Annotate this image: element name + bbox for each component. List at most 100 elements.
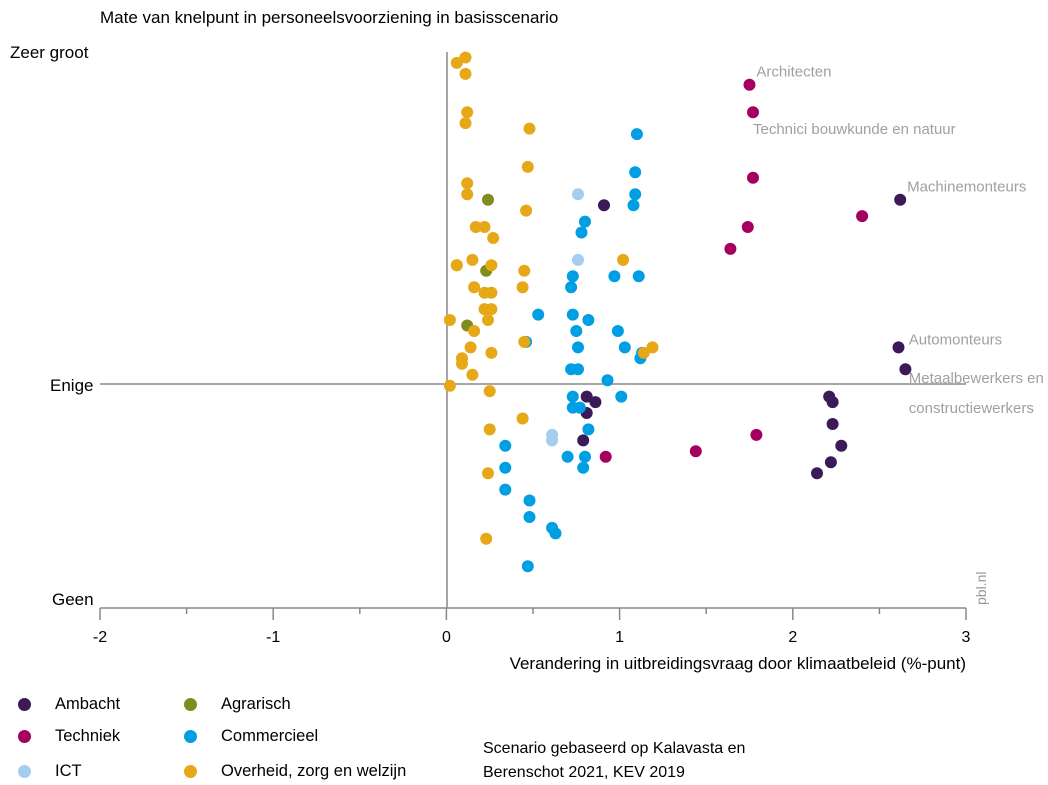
data-point-overheid-zorg-en-welzijn xyxy=(443,379,456,392)
legend-label-techniek: Techniek xyxy=(55,727,121,745)
point-annotation: Technici bouwkunde en natuur xyxy=(753,121,956,138)
data-point-overheid-zorg-en-welzijn xyxy=(461,177,474,190)
data-point-overheid-zorg-en-welzijn xyxy=(443,314,456,326)
legend-item-commercieel: Commercieel xyxy=(184,727,318,746)
data-point-techniek xyxy=(747,171,759,184)
data-point-commercieel xyxy=(561,450,574,463)
data-point-ambacht xyxy=(577,434,590,447)
data-point-overheid-zorg-en-welzijn xyxy=(637,346,650,359)
legend: Ambacht Techniek ICT Agrarisch Commercie… xyxy=(18,690,478,782)
data-point-overheid-zorg-en-welzijn xyxy=(478,286,491,299)
data-point-techniek xyxy=(724,242,737,255)
source-note: Scenario gebaseerd op Kalavasta en Beren… xyxy=(483,737,745,785)
data-point-ambacht xyxy=(811,467,823,480)
data-point-overheid-zorg-en-welzijn xyxy=(456,357,468,370)
data-point-commercieel xyxy=(523,494,536,507)
legend-marker-commercieel xyxy=(184,730,197,743)
data-point-ambacht xyxy=(589,396,602,409)
data-point-commercieel xyxy=(579,215,591,228)
data-point-overheid-zorg-en-welzijn xyxy=(646,341,659,354)
legend-marker-agrarisch xyxy=(184,698,197,711)
x-axis-ticks: -2 -1 0 1 2 3 xyxy=(93,608,971,646)
data-point-ambacht xyxy=(899,363,912,376)
y-tick-label-zeer-groot: Zeer groot xyxy=(10,43,89,62)
legend-marker-ambacht xyxy=(18,698,31,711)
data-point-ict xyxy=(572,188,584,201)
x-tick-label: 3 xyxy=(962,629,971,646)
data-point-ambacht xyxy=(835,439,848,452)
data-point-overheid-zorg-en-welzijn xyxy=(487,232,500,244)
data-point-commercieel xyxy=(632,270,645,283)
data-point-ambacht xyxy=(598,199,610,212)
data-point-overheid-zorg-en-welzijn xyxy=(478,303,491,316)
data-point-commercieel xyxy=(566,308,579,321)
legend-item-techniek: Techniek xyxy=(18,727,120,746)
data-point-ict xyxy=(546,434,559,447)
legend-marker-overheid xyxy=(184,765,197,778)
data-point-overheid-zorg-en-welzijn xyxy=(459,51,472,64)
data-point-overheid-zorg-en-welzijn xyxy=(518,264,531,277)
x-tick-label: -2 xyxy=(93,629,107,646)
data-point-techniek xyxy=(743,78,756,91)
point-annotation: constructiewerkers xyxy=(909,400,1034,417)
data-point-commercieel xyxy=(577,461,590,474)
data-point-commercieel xyxy=(611,325,624,337)
x-axis-label: Verandering in uitbreidingsvraag door kl… xyxy=(510,654,966,673)
data-point-ambacht xyxy=(894,193,907,206)
x-tick-label: 0 xyxy=(442,629,451,646)
data-point-overheid-zorg-en-welzijn xyxy=(459,117,472,130)
data-point-techniek xyxy=(741,221,754,233)
data-point-techniek xyxy=(856,210,869,223)
legend-label-overheid: Overheid, zorg en welzijn xyxy=(221,762,407,780)
data-point-commercieel xyxy=(572,363,584,376)
data-point-commercieel xyxy=(499,483,512,496)
point-annotation: Machinemonteurs xyxy=(907,179,1026,196)
data-point-overheid-zorg-en-welzijn xyxy=(521,160,534,173)
data-point-commercieel xyxy=(630,128,643,141)
data-point-overheid-zorg-en-welzijn xyxy=(520,204,533,217)
data-point-overheid-zorg-en-welzijn xyxy=(485,346,498,359)
data-point-commercieel xyxy=(627,199,640,212)
source-line-2: Berenschot 2021, KEV 2019 xyxy=(483,764,685,781)
data-point-commercieel xyxy=(566,390,579,403)
data-point-overheid-zorg-en-welzijn xyxy=(468,325,481,337)
data-point-overheid-zorg-en-welzijn xyxy=(450,259,463,272)
data-point-overheid-zorg-en-welzijn xyxy=(461,106,474,119)
data-point-overheid-zorg-en-welzijn xyxy=(483,385,496,398)
data-point-commercieel xyxy=(566,401,579,414)
data-point-commercieel xyxy=(499,461,512,474)
legend-label-ambacht: Ambacht xyxy=(55,695,121,713)
data-point-ambacht xyxy=(580,390,593,403)
legend-marker-ict xyxy=(18,765,31,778)
source-line-1: Scenario gebaseerd op Kalavasta en xyxy=(483,740,746,757)
data-point-overheid-zorg-en-welzijn xyxy=(466,368,479,381)
legend-item-ambacht: Ambacht xyxy=(18,695,120,714)
point-annotation: Architecten xyxy=(756,64,831,81)
data-point-agrarisch xyxy=(482,193,494,206)
data-point-overheid-zorg-en-welzijn xyxy=(483,423,496,436)
data-point-overheid-zorg-en-welzijn xyxy=(480,532,493,545)
legend-label-agrarisch: Agrarisch xyxy=(221,695,291,713)
data-point-overheid-zorg-en-welzijn xyxy=(482,467,494,480)
data-point-overheid-zorg-en-welzijn xyxy=(523,122,536,135)
data-point-overheid-zorg-en-welzijn xyxy=(617,253,630,266)
legend-label-ict: ICT xyxy=(55,762,82,780)
data-point-overheid-zorg-en-welzijn xyxy=(450,56,463,69)
chart-title: Mate van knelpunt in personeelsvoorzieni… xyxy=(100,8,558,27)
data-point-overheid-zorg-en-welzijn xyxy=(516,412,529,425)
legend-item-agrarisch: Agrarisch xyxy=(184,695,291,714)
x-tick-label: -1 xyxy=(266,629,280,646)
data-point-overheid-zorg-en-welzijn xyxy=(461,188,474,201)
legend-label-commercieel: Commercieel xyxy=(221,727,319,745)
data-point-ambacht xyxy=(892,341,905,354)
data-point-techniek xyxy=(599,450,612,463)
data-point-commercieel xyxy=(523,511,536,523)
y-tick-label-enige: Enige xyxy=(50,376,93,395)
data-point-commercieel xyxy=(521,560,534,573)
data-point-commercieel xyxy=(570,325,583,337)
point-annotation: Metaalbewerkers en xyxy=(909,370,1044,387)
data-point-ambacht xyxy=(826,396,839,409)
data-points xyxy=(443,51,912,573)
data-point-commercieel xyxy=(608,270,621,283)
data-point-ict xyxy=(572,253,584,266)
